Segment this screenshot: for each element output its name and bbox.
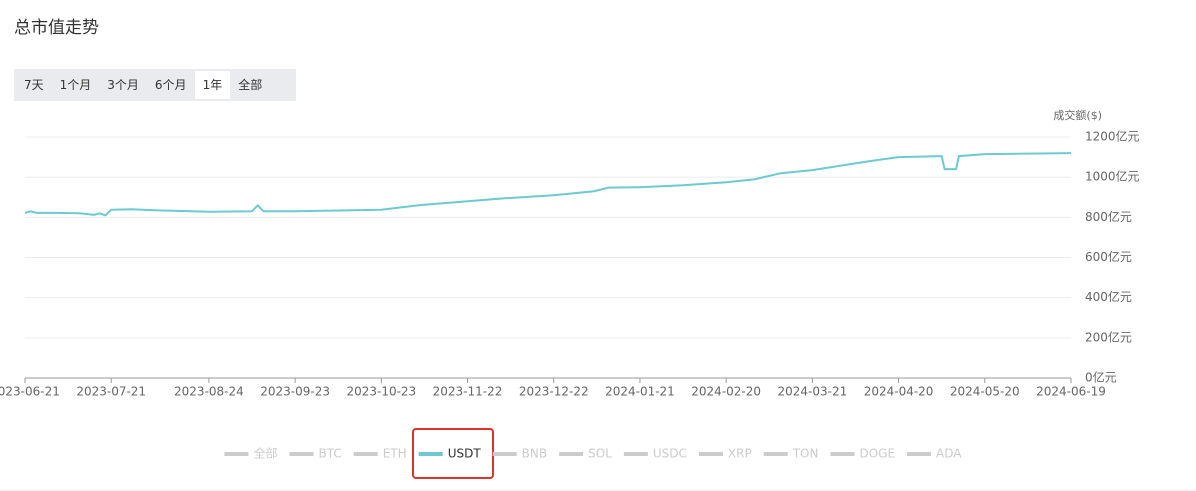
y-tick-label: 1200亿元 [1085,129,1140,144]
legend-label: BTC [319,447,342,461]
x-tick-label: 2023-11-22 [433,385,503,399]
legend-label: DOGE [859,447,895,461]
legend-label: SOL [588,447,612,461]
range-button[interactable]: 1个月 [59,78,92,92]
y-tick-label: 800亿元 [1085,209,1132,224]
x-tick-label: 2024-03-21 [777,385,847,399]
legend-item[interactable]: XRP [698,447,752,461]
y-tick-label: 200亿元 [1085,329,1132,344]
legend-label: ADA [936,447,962,461]
x-tick-label: 2024-02-20 [691,385,761,399]
title: 总市值走势 [14,18,99,38]
legend-item[interactable]: SOL [559,447,612,461]
range-button[interactable]: 3个月 [107,78,139,92]
legend-item[interactable]: 全部 [224,446,278,461]
y-tick-label: 0亿元 [1085,370,1117,385]
x-tick-label: 2023-09-23 [260,385,330,399]
legend-label: USDC [653,447,687,461]
x-tick-label: 2024-06-19 [1036,385,1106,399]
range-button[interactable]: 1年 [194,71,231,99]
y-tick-label: 600亿元 [1085,249,1132,264]
legend-item[interactable]: DOGE [830,447,895,461]
y-tick-label: 400亿元 [1085,289,1132,304]
legend-label: ETH [383,447,407,461]
x-tick-label: 2024-05-20 [950,385,1020,399]
x-tick-label: 2023-12-22 [519,385,589,399]
range-button[interactable]: 7天 [24,78,44,92]
legend-item[interactable]: BNB [492,447,547,461]
x-tick-label: 2023-07-21 [76,385,146,399]
legend-item[interactable]: BTC [289,447,342,461]
legend-item[interactable]: USDC [623,447,687,461]
y-tick-label: 1000亿元 [1085,169,1140,184]
x-tick-label: 2024-01-21 [605,385,675,399]
range-selector: 7天 1个月 3个月 6个月 1年 全部 [14,69,296,101]
legend-item[interactable]: ADA [907,447,962,461]
x-tick-label: 2023-10-23 [346,385,416,399]
y-axis-label: 成交额($) [1053,108,1102,122]
x-tick-label: 2024-04-20 [864,385,934,399]
range-button[interactable]: 全部 [238,78,263,92]
legend-label: USDT [448,447,482,461]
range-button[interactable]: 6个月 [154,78,187,92]
legend: 全部 BTC ETH USDT BNB SOL USDC XRP TON DOGE ADA [224,446,962,461]
legend-label: BNB [522,447,547,461]
legend-item[interactable]: ETH [353,447,407,461]
legend-item[interactable]: USDT [418,447,482,461]
line-series [24,152,1072,217]
legend-label: XRP [728,447,752,461]
legend-label: TON [792,447,819,461]
x-tick-label: 2023-08-24 [174,385,244,399]
legend-item[interactable]: TON [763,447,819,461]
legend-label: 全部 [253,446,277,461]
x-tick-label: 2023-06-21 [0,385,60,399]
